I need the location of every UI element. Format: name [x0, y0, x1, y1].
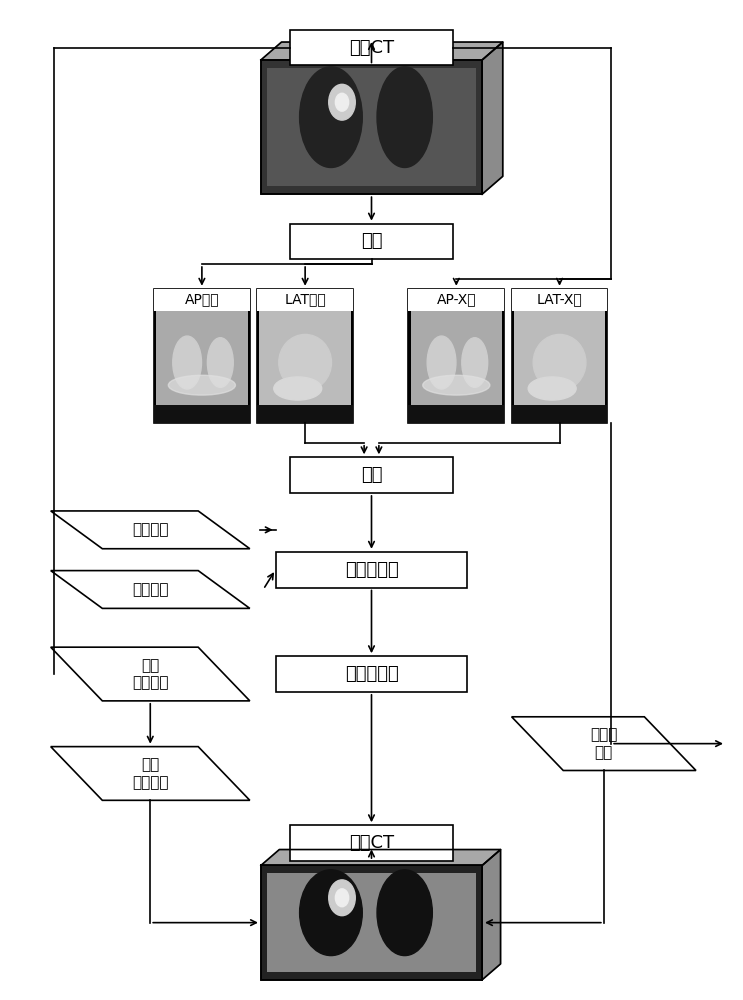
Text: 术中
病灶位置: 术中 病灶位置: [132, 757, 169, 790]
Text: LAT投影: LAT投影: [285, 293, 326, 307]
Ellipse shape: [377, 870, 432, 956]
Circle shape: [335, 889, 348, 907]
Ellipse shape: [173, 336, 201, 389]
Polygon shape: [51, 571, 250, 608]
Polygon shape: [261, 850, 501, 865]
Circle shape: [328, 84, 355, 120]
Text: 术前
病灶位置: 术前 病灶位置: [132, 658, 169, 690]
FancyBboxPatch shape: [156, 311, 247, 405]
FancyBboxPatch shape: [276, 656, 467, 692]
FancyBboxPatch shape: [276, 552, 467, 588]
Ellipse shape: [533, 334, 586, 391]
Ellipse shape: [299, 67, 363, 167]
FancyBboxPatch shape: [514, 311, 606, 405]
Polygon shape: [51, 511, 250, 549]
FancyBboxPatch shape: [154, 289, 250, 311]
Text: 像素系数: 像素系数: [132, 522, 169, 537]
Text: 二维位移场: 二维位移场: [345, 561, 398, 579]
Circle shape: [328, 880, 355, 916]
Ellipse shape: [462, 338, 487, 387]
Polygon shape: [482, 850, 501, 980]
FancyBboxPatch shape: [257, 405, 353, 423]
FancyBboxPatch shape: [261, 60, 482, 194]
FancyBboxPatch shape: [267, 68, 476, 186]
Text: AP投影: AP投影: [184, 293, 219, 307]
Ellipse shape: [423, 375, 490, 395]
FancyBboxPatch shape: [409, 405, 504, 423]
Text: 术前CT: 术前CT: [349, 39, 394, 57]
FancyBboxPatch shape: [154, 289, 250, 423]
Polygon shape: [512, 717, 696, 770]
FancyBboxPatch shape: [261, 865, 482, 980]
Ellipse shape: [528, 377, 576, 400]
FancyBboxPatch shape: [259, 311, 351, 405]
FancyBboxPatch shape: [409, 289, 504, 423]
Text: 配准: 配准: [361, 466, 382, 484]
FancyBboxPatch shape: [291, 30, 452, 65]
FancyBboxPatch shape: [154, 405, 250, 423]
Polygon shape: [261, 42, 503, 60]
Text: AP-X光: AP-X光: [436, 293, 476, 307]
Polygon shape: [51, 647, 250, 701]
Text: 穿刺针
位置: 穿刺针 位置: [590, 727, 617, 760]
FancyBboxPatch shape: [512, 289, 608, 311]
Text: 形变模型: 形变模型: [132, 582, 169, 597]
Text: LAT-X光: LAT-X光: [536, 293, 583, 307]
Ellipse shape: [427, 336, 456, 389]
Text: 投影: 投影: [361, 232, 382, 250]
FancyBboxPatch shape: [512, 289, 608, 423]
Ellipse shape: [299, 870, 363, 956]
Circle shape: [335, 93, 348, 111]
Ellipse shape: [207, 338, 233, 387]
FancyBboxPatch shape: [291, 224, 452, 259]
FancyBboxPatch shape: [257, 289, 353, 423]
Polygon shape: [482, 42, 503, 194]
Ellipse shape: [377, 67, 432, 167]
FancyBboxPatch shape: [409, 289, 504, 311]
FancyBboxPatch shape: [291, 457, 452, 493]
FancyBboxPatch shape: [267, 873, 476, 972]
Ellipse shape: [273, 377, 322, 400]
Ellipse shape: [169, 375, 236, 395]
FancyBboxPatch shape: [512, 405, 608, 423]
FancyBboxPatch shape: [411, 311, 502, 405]
Polygon shape: [51, 747, 250, 800]
FancyBboxPatch shape: [257, 289, 353, 311]
Ellipse shape: [279, 334, 331, 391]
FancyBboxPatch shape: [291, 825, 452, 861]
Text: 术中CT: 术中CT: [349, 834, 394, 852]
Text: 三维位移场: 三维位移场: [345, 665, 398, 683]
